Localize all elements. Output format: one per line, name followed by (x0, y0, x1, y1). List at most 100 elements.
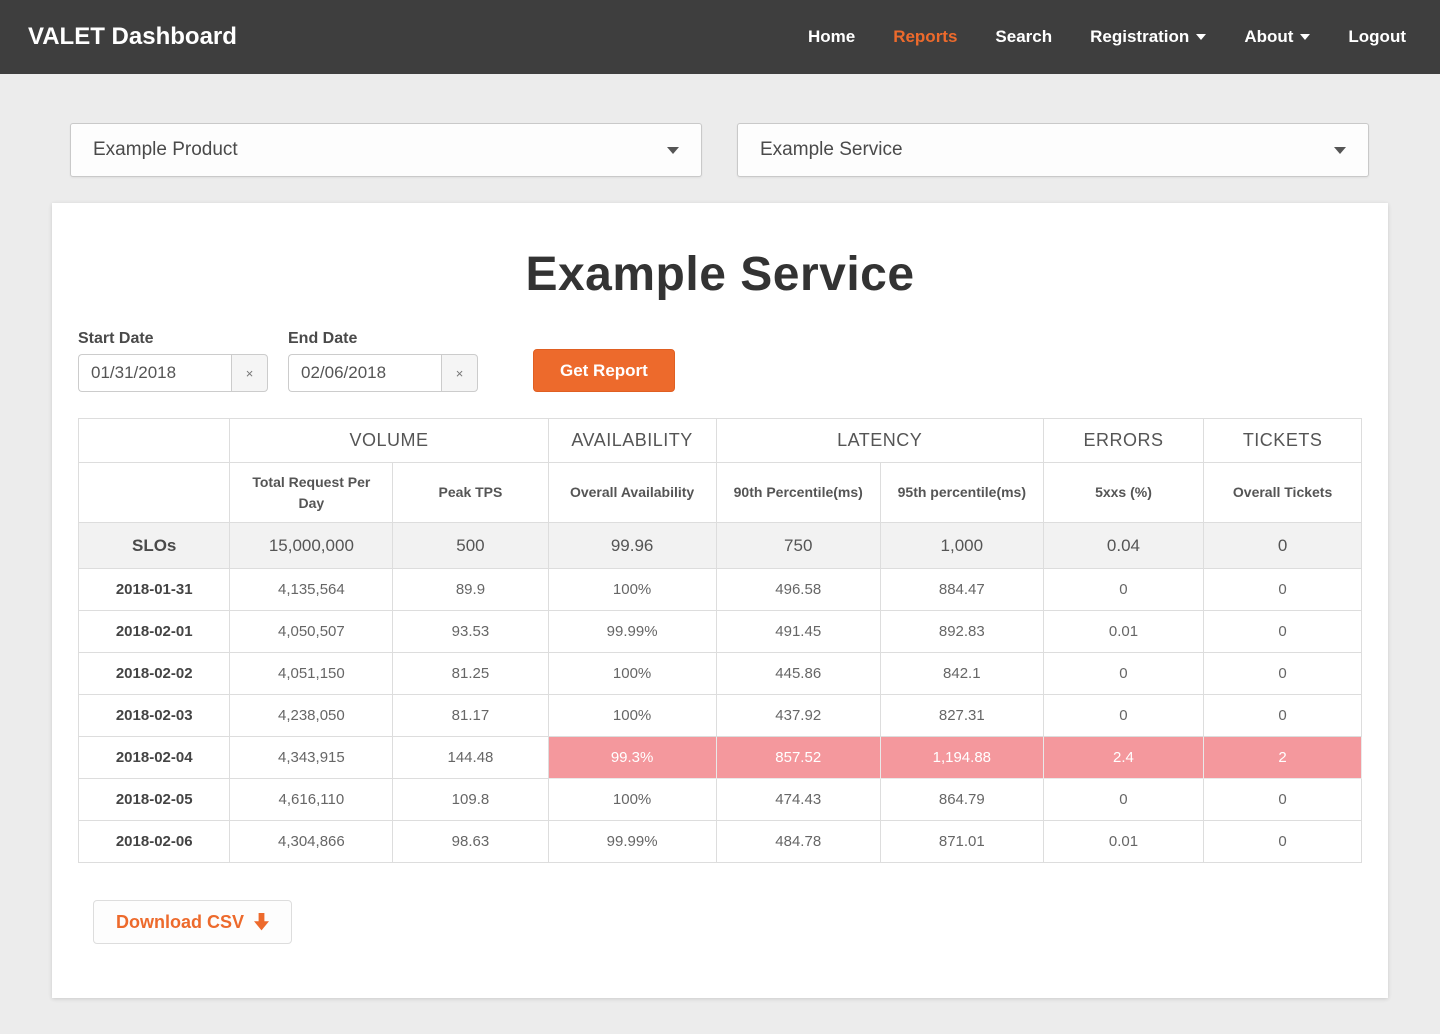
table-row: 2018-02-02 4,051,150 81.25 100% 445.86 842.1 0… (77, 652, 1362, 695)
metric-cell: 0 (1042, 652, 1205, 695)
metric-cell: 892.83 (879, 610, 1044, 653)
metric-cell: 437.92 (715, 694, 881, 737)
slo-cell: 500 (392, 522, 549, 569)
nav-menu: Home Reports Search Registration About Logout (808, 27, 1406, 47)
metric-cell: 100% (547, 652, 717, 695)
metric-cell: 100% (547, 568, 717, 611)
metric-cell: 0 (1203, 610, 1362, 653)
metric-cell: 484.78 (715, 820, 881, 863)
metric-cell-breach: 99.3% (547, 736, 717, 779)
app-brand[interactable]: VALET Dashboard (28, 23, 237, 50)
metric-cell-breach: 2 (1203, 736, 1362, 779)
end-date-group: × (288, 354, 478, 392)
metric-cell: 0.01 (1042, 820, 1205, 863)
close-icon: × (455, 365, 464, 381)
date-cell: 2018-02-06 (77, 820, 231, 863)
metric-cell: 109.8 (392, 778, 549, 821)
service-select-value: Example Service (760, 139, 903, 160)
metric-cell: 4,343,915 (229, 736, 394, 779)
column-header: Overall Availability (547, 462, 717, 523)
start-date-group: × (78, 354, 268, 392)
group-header-row: VOLUME AVAILABILITY LATENCY ERRORS TICKETS (77, 418, 1362, 463)
metric-cell: 81.25 (392, 652, 549, 695)
slo-cell: 1,000 (879, 522, 1044, 569)
metric-cell: 842.1 (879, 652, 1044, 695)
service-select[interactable]: Example Service (737, 123, 1369, 177)
nav-item-reports[interactable]: Reports (893, 27, 957, 47)
date-cell: 2018-02-04 (77, 736, 231, 779)
column-group-header: AVAILABILITY (547, 418, 717, 463)
table-body: SLOs 15,000,000 500 99.96 750 1,000 0.04 0 2018-… (77, 522, 1362, 863)
nav-item-search[interactable]: Search (995, 27, 1052, 47)
download-csv-button[interactable]: Download CSV (93, 900, 293, 944)
start-date-label: Start Date (78, 330, 154, 347)
metric-cell: 827.31 (879, 694, 1044, 737)
metric-cell: 871.01 (879, 820, 1044, 863)
nav-item-home[interactable]: Home (808, 27, 855, 47)
filter-bar: Example Product Example Service (70, 123, 1369, 177)
table-row: 2018-02-01 4,050,507 93.53 99.99% 491.45 892.… (77, 610, 1362, 653)
metrics-table: VOLUME AVAILABILITY LATENCY ERRORS TICKETS T… (77, 418, 1362, 863)
chevron-down-icon (1196, 34, 1207, 40)
metric-cell: 0.01 (1042, 610, 1205, 653)
slo-row: SLOs 15,000,000 500 99.96 750 1,000 0.04 0 (77, 522, 1362, 569)
metric-cell: 89.9 (392, 568, 549, 611)
table-row: 2018-01-31 4,135,564 89.9 100% 496.58 884.47 0… (77, 568, 1362, 611)
metric-cell: 491.45 (715, 610, 881, 653)
metric-cell: 445.86 (715, 652, 881, 695)
metric-cell: 0 (1203, 568, 1362, 611)
start-date-field: Start Date × (78, 330, 268, 392)
metric-cell: 4,238,050 (229, 694, 394, 737)
column-header: 90th Percentile(ms) (715, 462, 881, 523)
product-select[interactable]: Example Product (70, 123, 702, 177)
table-row: 2018-02-04 4,343,915 144.48 99.3% 857.52 1,19… (77, 736, 1362, 779)
end-date-clear-button[interactable]: × (441, 354, 478, 392)
chevron-down-icon (667, 147, 679, 154)
page-title: Example Service (525, 248, 915, 301)
date-cell: 2018-02-05 (77, 778, 231, 821)
metric-cell: 474.43 (715, 778, 881, 821)
column-header: Overall Tickets (1203, 462, 1362, 523)
metric-cell: 0 (1203, 820, 1362, 863)
date-cell: 2018-02-02 (77, 652, 231, 695)
date-cell: 2018-01-31 (77, 568, 231, 611)
close-icon: × (245, 365, 254, 381)
metric-cell: 884.47 (879, 568, 1044, 611)
metric-cell: 4,304,866 (229, 820, 394, 863)
metric-cell: 4,135,564 (229, 568, 394, 611)
nav-item-logout[interactable]: Logout (1348, 27, 1406, 47)
start-date-clear-button[interactable]: × (231, 354, 268, 392)
sub-header-row: Total Request Per Day Peak TPS Overall Ava… (77, 462, 1362, 523)
metric-cell: 144.48 (392, 736, 549, 779)
nav-item-label: Logout (1348, 27, 1406, 46)
metric-cell: 864.79 (879, 778, 1044, 821)
get-report-button[interactable]: Get Report (533, 349, 675, 392)
metric-cell: 100% (547, 778, 717, 821)
column-header: 95th percentile(ms) (879, 462, 1044, 523)
end-date-input[interactable] (288, 354, 441, 392)
nav-item-registration[interactable]: Registration (1090, 27, 1207, 47)
metric-cell: 81.17 (392, 694, 549, 737)
column-header: Peak TPS (392, 462, 549, 523)
start-date-input[interactable] (78, 354, 231, 392)
report-card: Example Service Start Date × End Date × … (52, 203, 1388, 998)
slo-cell: 99.96 (547, 522, 717, 569)
slo-cell: 750 (715, 522, 881, 569)
chevron-down-icon (1334, 147, 1346, 154)
metric-cell: 98.63 (392, 820, 549, 863)
column-group-header: LATENCY (715, 418, 1044, 463)
metric-cell: 0 (1203, 778, 1362, 821)
metric-cell-breach: 857.52 (715, 736, 881, 779)
table-row: 2018-02-06 4,304,866 98.63 99.99% 484.78 871.… (77, 820, 1362, 863)
table-row: 2018-02-03 4,238,050 81.17 100% 437.92 827.31… (77, 694, 1362, 737)
metric-cell: 0 (1203, 652, 1362, 695)
metric-cell: 0 (1042, 778, 1205, 821)
table-row: 2018-02-05 4,616,110 109.8 100% 474.43 864.79… (77, 778, 1362, 821)
metric-cell: 100% (547, 694, 717, 737)
nav-item-about[interactable]: About (1244, 27, 1311, 47)
column-group-header (77, 418, 231, 463)
download-csv-label: Download CSV (116, 911, 245, 932)
column-header: 5xxs (%) (1042, 462, 1205, 523)
metric-cell: 0 (1203, 694, 1362, 737)
metric-cell: 4,050,507 (229, 610, 394, 653)
